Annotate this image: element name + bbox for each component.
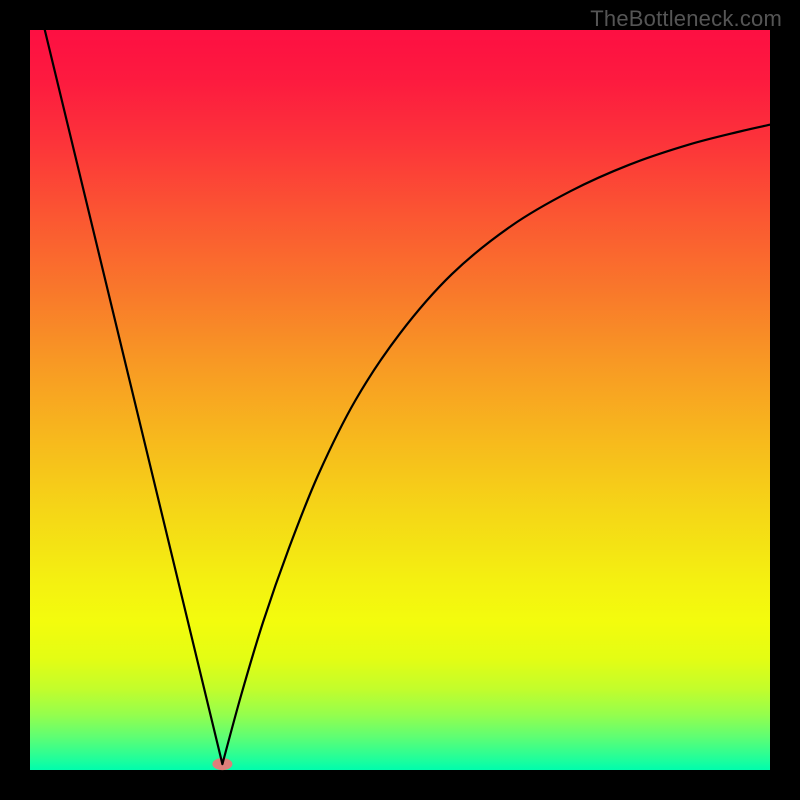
plot-background: [30, 30, 770, 770]
bottleneck-chart: [0, 0, 800, 800]
chart-container: { "watermark": "TheBottleneck.com", "cha…: [0, 0, 800, 800]
watermark-text: TheBottleneck.com: [590, 6, 782, 32]
